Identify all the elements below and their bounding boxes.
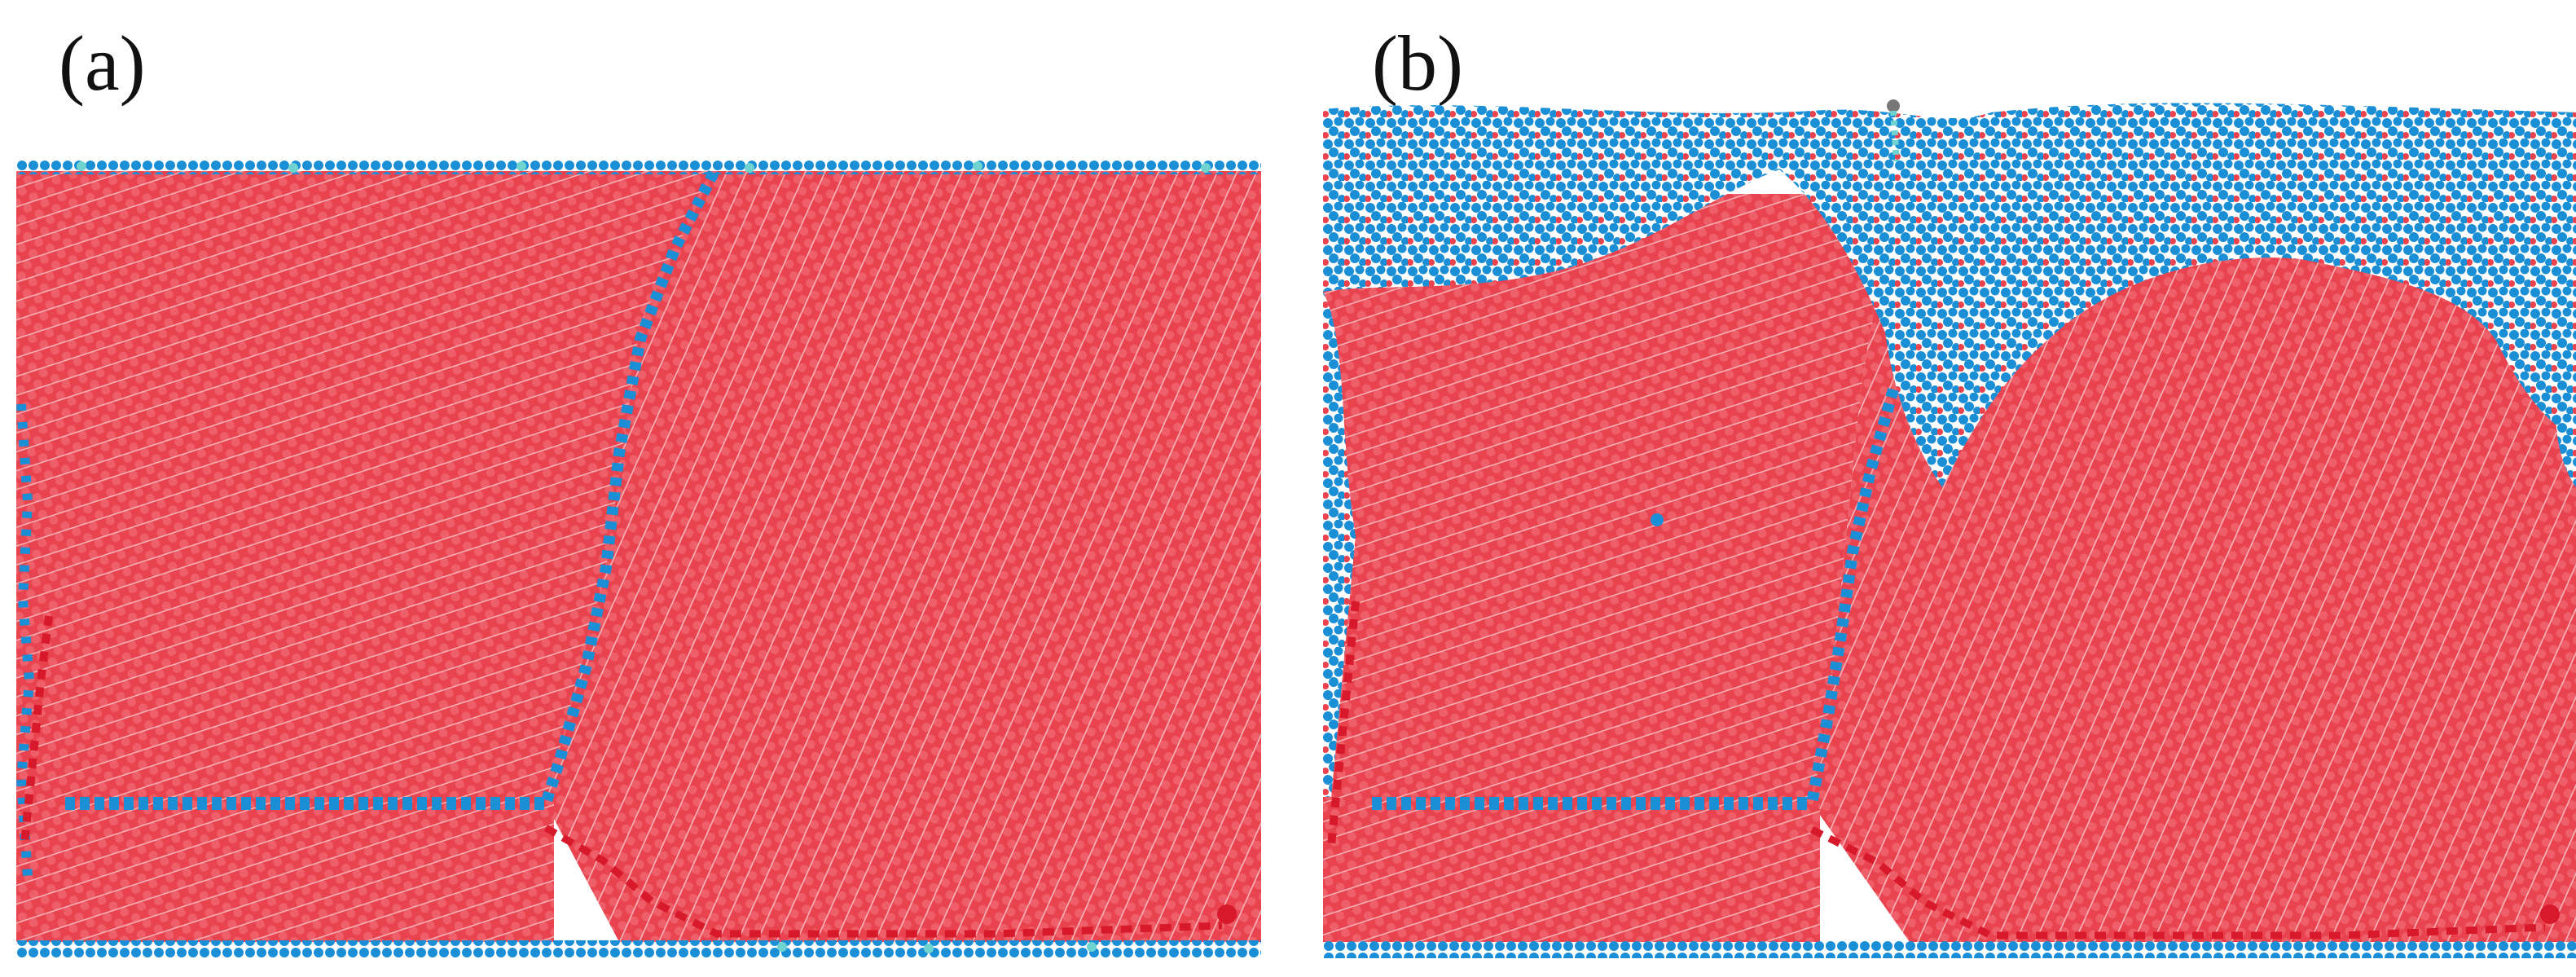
panel-a-top-surface: [16, 160, 1261, 174]
panel-b-grain-boundary: [1806, 388, 1899, 805]
panel-a-grain-right: [546, 171, 1261, 942]
panel-b-small-defect: [1651, 513, 1664, 526]
panel-b-label: (b): [1372, 20, 1463, 107]
panel-a-svg: [16, 160, 1261, 958]
panel-a-dislocation-left: [20, 615, 53, 845]
panel-a-label: (a): [59, 20, 146, 107]
panel-b-right-edge-defects: [2556, 341, 2576, 487]
panel-a-atom-image: [16, 160, 1261, 958]
panel-b-surface-tip-chain: [1890, 110, 1900, 162]
panel-a-dislocation-node: [1217, 904, 1237, 924]
panel-a-bottom-strip: [16, 803, 554, 942]
panel-b-svg: [1323, 99, 2576, 958]
panel-a-grain-left: [16, 171, 714, 803]
panel-a-left-edge-defects: [16, 403, 35, 878]
panel-b-amorphous-layer: [1323, 103, 2576, 487]
panel-b-left-edge-defects: [1323, 292, 1356, 797]
panel-b-grain-left: [1323, 194, 1893, 803]
panel-b-bottom-surface: [1323, 940, 2576, 958]
panel-a-bottom-surface: [16, 940, 1261, 958]
panel-b-surface-tip-atom: [1887, 99, 1900, 112]
panel-b-bottom-strip: [1323, 803, 1820, 942]
panel-a-dislocation-bottom: [543, 825, 1223, 938]
panel-b-dislocation-node: [2540, 904, 2560, 924]
panel-b-dislocation-left: [1327, 601, 1360, 847]
panel-a-surface-atoms: [77, 161, 1211, 953]
panel-a-grain-boundary: [540, 169, 719, 806]
panel-b-atom-image: [1323, 96, 2576, 958]
